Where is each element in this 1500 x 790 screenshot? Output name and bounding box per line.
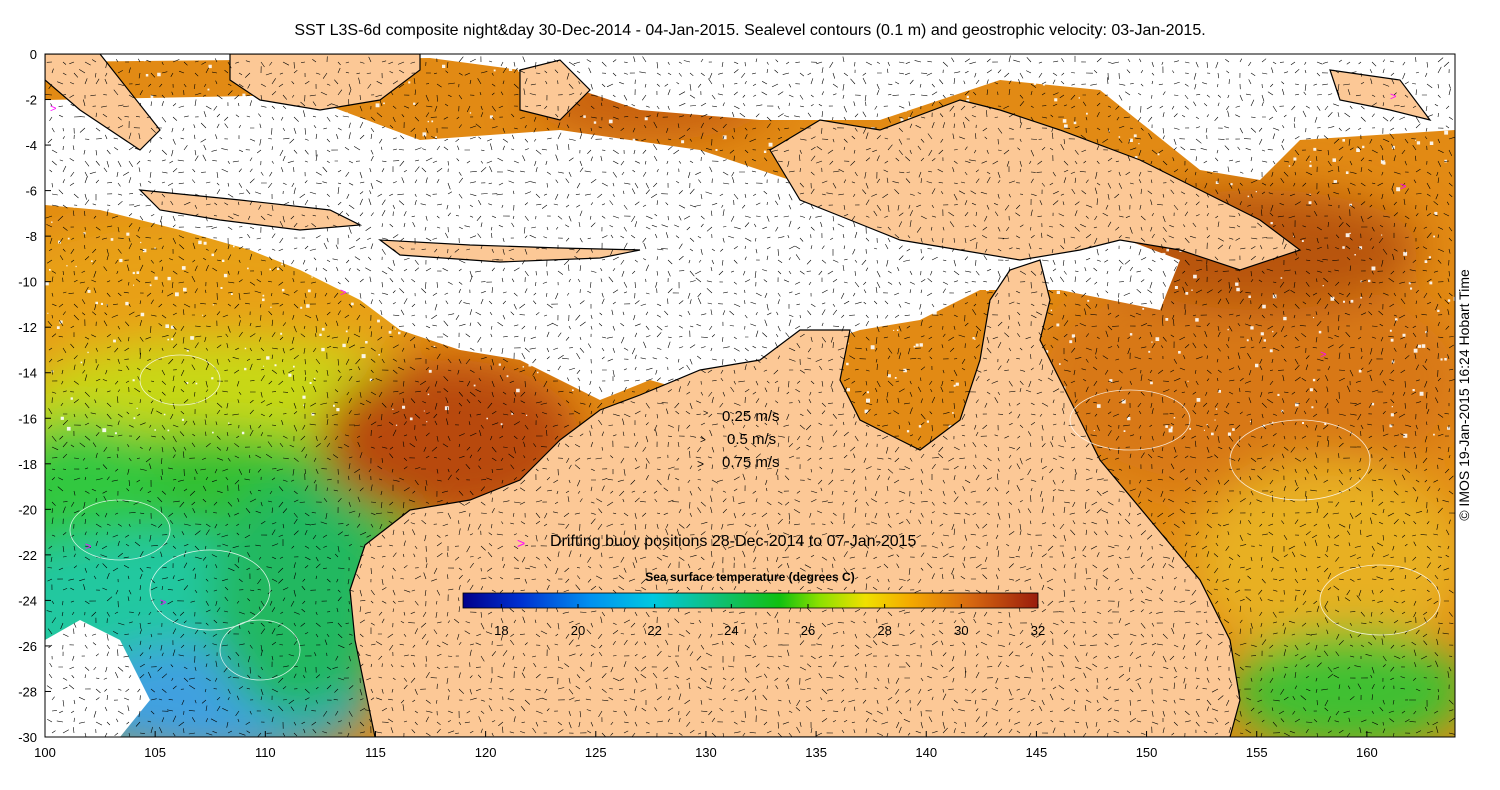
colorbar-tick-label: 20 xyxy=(571,623,585,638)
y-axis-tick-label: -30 xyxy=(18,730,37,745)
buoy-legend-label: Drifting buoy positions 28-Dec-2014 to 0… xyxy=(550,533,917,550)
x-axis-tick-label: 125 xyxy=(585,745,607,760)
y-axis-tick-label: -8 xyxy=(25,229,37,244)
svg-text:>: > xyxy=(160,597,166,609)
x-axis-tick-label: 115 xyxy=(365,745,386,760)
sulawesi-landmass xyxy=(519,59,591,121)
y-axis-tick-label: -20 xyxy=(18,502,37,517)
credit-text: © IMOS 19-Jan-2015 16:24 Hobart Time xyxy=(1456,269,1472,521)
velocity-legend-label: 0.5 m/s xyxy=(727,431,776,448)
buoy-legend-icon: > xyxy=(517,535,525,551)
y-axis-tick-label: -26 xyxy=(18,639,37,654)
colorbar-tick-label: 30 xyxy=(954,623,968,638)
y-axis-tick-label: 0 xyxy=(30,47,37,62)
x-axis-tick-label: 135 xyxy=(805,745,827,760)
colorbar-ticks: 18 20 22 24 26 28 30 32 xyxy=(494,604,1045,638)
java-landmass xyxy=(138,189,363,231)
svg-text:>: > xyxy=(50,103,56,115)
sst-field xyxy=(45,60,1455,737)
y-axis-tick-label: -4 xyxy=(25,138,37,153)
y-axis-tick-label: -6 xyxy=(25,184,37,199)
x-axis-tick-label: 105 xyxy=(144,745,166,760)
colorbar-title: Sea surface temperature (degrees C) xyxy=(645,570,854,584)
sealevel-contours xyxy=(69,354,1441,681)
drifting-buoys: > > > > > > > xyxy=(50,91,1406,609)
bismarck-landmass xyxy=(1329,69,1432,121)
map-title: SST L3S-6d composite night&day 30-Dec-20… xyxy=(294,22,1206,39)
colorbar-tick-label: 22 xyxy=(647,623,661,638)
colorbar-tick-label: 28 xyxy=(877,623,891,638)
velocity-legend: > 0.25 m/s > 0.5 m/s > 0.75 m/s xyxy=(697,408,780,471)
y-axis-tick-label: -22 xyxy=(18,548,37,563)
svg-text:>: > xyxy=(1400,181,1406,193)
x-axis-tick-label: 130 xyxy=(695,745,717,760)
colorbar xyxy=(462,592,1039,609)
map-frame xyxy=(44,53,1456,738)
x-axis-tick-label: 100 xyxy=(34,745,56,760)
velocity-arrows xyxy=(45,55,1455,737)
velocity-arrow-icon: > xyxy=(697,457,704,471)
borneo-landmass xyxy=(229,54,421,111)
velocity-legend-label: 0.25 m/s xyxy=(722,408,780,425)
colorbar-tick-label: 26 xyxy=(801,623,815,638)
y-axis-tick-label: -16 xyxy=(18,411,37,426)
colorbar-tick-label: 24 xyxy=(724,623,738,638)
x-axis-tick-label: 110 xyxy=(255,745,276,760)
velocity-arrow-icon: > xyxy=(703,408,708,418)
svg-text:>: > xyxy=(340,287,346,299)
y-axis-tick-label: -28 xyxy=(18,684,37,699)
svg-text:>: > xyxy=(85,541,91,553)
x-axis-tick-label: 155 xyxy=(1246,745,1268,760)
x-axis-tick-label: 160 xyxy=(1356,745,1378,760)
y-axis-tick-label: -18 xyxy=(18,457,37,472)
svg-text:>: > xyxy=(1390,91,1396,103)
y-axis-tick-label: -14 xyxy=(18,366,37,381)
velocity-legend-label: 0.75 m/s xyxy=(722,454,780,471)
x-axis-tick-label: 145 xyxy=(1026,745,1048,760)
y-axis-tick-label: -24 xyxy=(18,593,37,608)
y-axis-tick-label: -12 xyxy=(18,320,37,335)
y-axis-tick-label: -2 xyxy=(25,93,37,108)
y-axis-tick-label: -10 xyxy=(18,275,37,290)
colorbar-tick-label: 32 xyxy=(1031,623,1045,638)
map-plot-area: > > > > > > > > 0.25 m/s > 0.5 m/s > 0.7… xyxy=(45,54,1455,737)
x-axis-tick-label: 150 xyxy=(1136,745,1158,760)
land-masses xyxy=(45,54,1432,737)
geostrophic-velocity-field xyxy=(45,55,1455,737)
x-axis-tick-label: 120 xyxy=(475,745,497,760)
map-axes: 100 105 110 115 120 125 130 135 140 145 150 155 160 0… xyxy=(18,47,1378,760)
australia-landmass xyxy=(349,259,1241,737)
velocity-arrow-icon: > xyxy=(700,435,706,446)
new-guinea-landmass xyxy=(769,99,1302,271)
colorbar-tick-label: 18 xyxy=(494,623,508,638)
svg-text:>: > xyxy=(1320,349,1326,361)
x-axis-tick-label: 140 xyxy=(915,745,937,760)
